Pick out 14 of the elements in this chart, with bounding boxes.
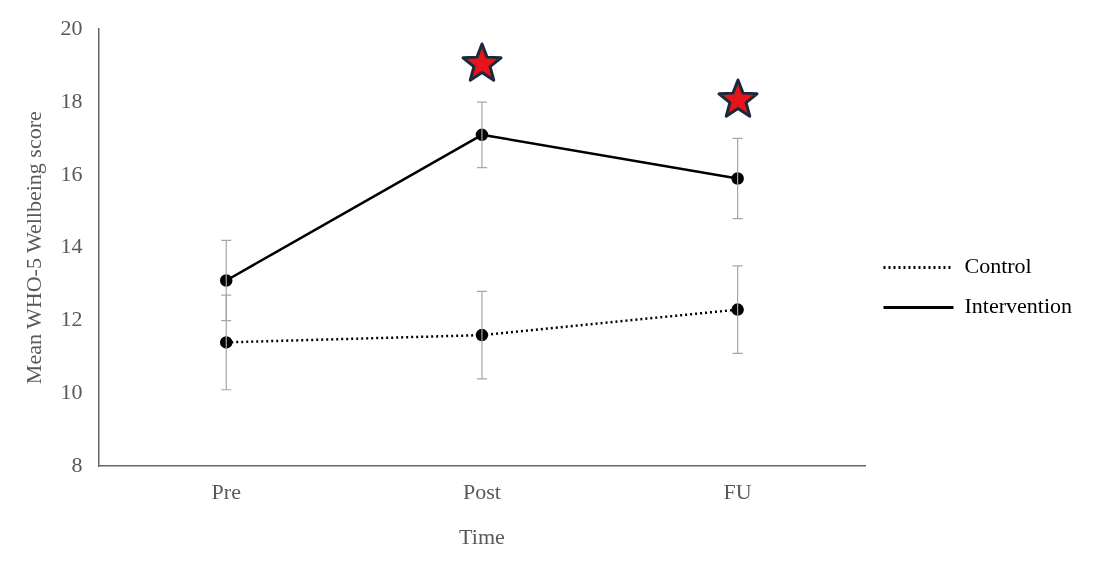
legend-label: Intervention xyxy=(964,293,1073,319)
y-axis-title: Mean WHO-5 Wellbeing score xyxy=(20,111,46,385)
x-tick-label: FU xyxy=(723,479,752,505)
y-tick-label: 16 xyxy=(60,160,83,186)
y-tick-label: 12 xyxy=(60,306,83,332)
y-tick-label: 8 xyxy=(71,451,83,477)
y-tick-label: 20 xyxy=(60,14,83,40)
x-tick-label: Post xyxy=(462,479,501,505)
y-tick-label: 14 xyxy=(60,233,83,259)
legend-label: Control xyxy=(964,253,1032,279)
x-tick-label: Pre xyxy=(211,479,241,505)
y-tick-label: 18 xyxy=(60,87,83,113)
y-tick-label: 10 xyxy=(60,379,83,405)
x-axis-title: Time xyxy=(459,523,505,549)
